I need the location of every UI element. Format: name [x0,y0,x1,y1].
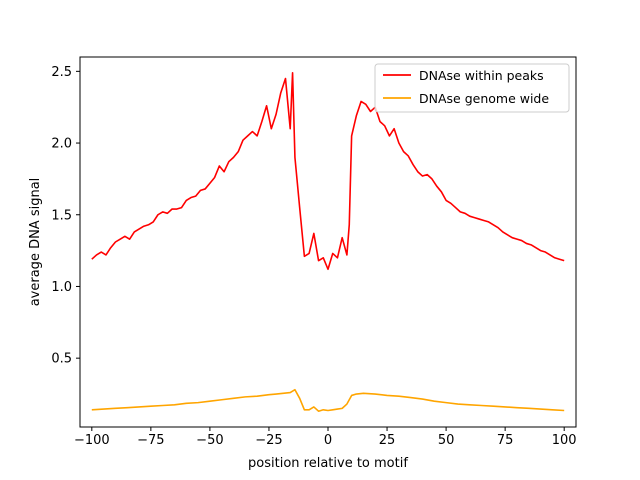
legend-box [374,63,570,113]
y-axis-label: average DNA signal [28,178,43,307]
x-tick-label: 0 [324,433,332,448]
series-line-dnase-genome-wide [91,388,565,413]
y-tick-label: 1.5 [51,208,72,223]
x-tick-label: −25 [255,433,282,448]
x-tick-label: 50 [438,433,455,448]
legend: DNAse within peaks DNAse genome wide [374,63,570,113]
y-tick-label: 2.5 [51,65,72,80]
x-tick-label: −75 [137,433,164,448]
x-tick-label: 25 [379,433,396,448]
series-line-dnase-within-peaks [91,71,565,271]
x-axis-label: position relative to motif [248,456,408,471]
plot-lines [91,71,565,413]
y-tick-label: 0.5 [51,352,72,367]
x-tick-label: −50 [196,433,223,448]
x-tick-label: 75 [497,433,514,448]
y-tick-label: 2.0 [51,137,72,152]
x-axis: −100 −75 −50 −25 0 25 50 75 100 [74,427,577,448]
legend-label-dnase-genome-wide: DNAse genome wide [419,91,549,106]
x-tick-label: 100 [552,433,577,448]
y-tick-label: 1.0 [51,280,72,295]
legend-label-dnase-within-peaks: DNAse within peaks [419,68,544,83]
y-axis: 0.5 1.0 1.5 2.0 2.5 [51,65,80,367]
x-tick-label: −100 [74,433,110,448]
